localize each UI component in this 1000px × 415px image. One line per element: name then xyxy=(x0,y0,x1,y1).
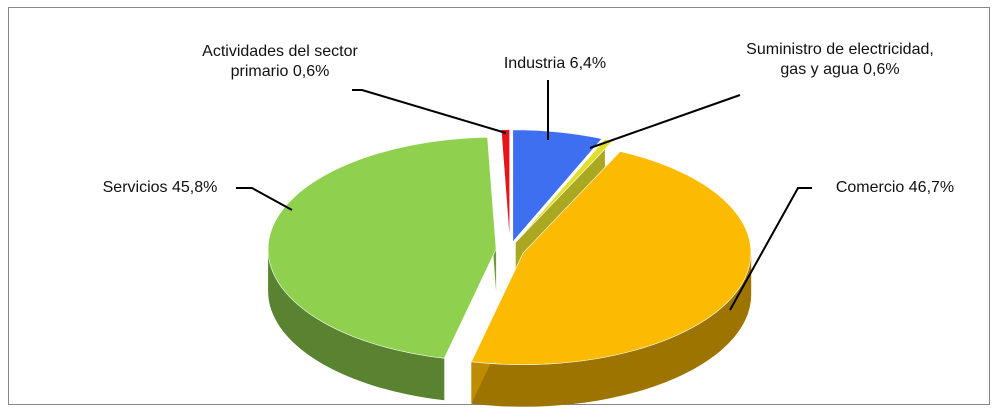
value-label: 6,4% xyxy=(569,55,607,72)
data-label: Industria 6,4% xyxy=(480,54,630,74)
category-name: Actividades del sector primario xyxy=(202,43,358,80)
pie-slice xyxy=(267,136,497,359)
value-label: 46,7% xyxy=(908,179,955,196)
leader-line xyxy=(352,89,507,134)
category-name: Suministro de electricidad, gas y agua xyxy=(746,41,934,78)
category-name: Industria xyxy=(503,55,566,72)
value-label: 0,6% xyxy=(292,63,330,80)
data-label: Comercio 46,7% xyxy=(810,178,980,198)
pie-slice-side xyxy=(471,252,752,407)
pie-slice-side xyxy=(268,249,445,401)
leader-line xyxy=(589,94,741,149)
leader-line xyxy=(729,187,812,311)
category-name: Servicios xyxy=(102,179,168,196)
value-label: 0,6% xyxy=(863,61,900,78)
leader-line xyxy=(236,187,293,211)
data-label: Servicios 45,8% xyxy=(60,178,260,198)
pie-slice xyxy=(470,151,752,365)
data-label: Suministro de electricidad, gas y agua 0… xyxy=(740,40,940,80)
category-name: Comercio xyxy=(835,179,905,196)
pie-slice xyxy=(512,129,603,243)
value-label: 45,8% xyxy=(171,179,218,196)
data-label: Actividades del sector primario 0,6% xyxy=(190,42,370,82)
pie-slice xyxy=(500,129,510,242)
